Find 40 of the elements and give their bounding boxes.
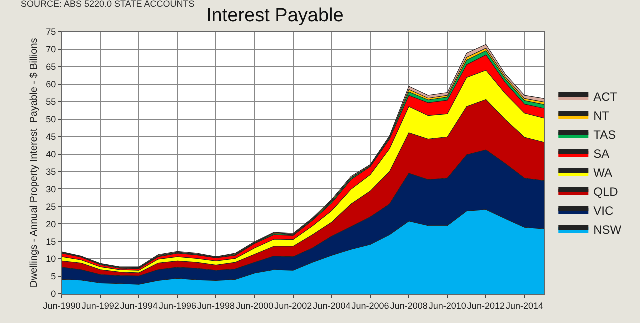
y-tick-label: 55 [46,97,56,108]
y-tick-label: 15 [46,236,56,247]
y-tick-label: 75 [46,27,56,38]
x-tick-label: Jun-1994 [120,300,158,311]
x-tick-label: Jun-2002 [274,300,312,311]
y-tick-label: 65 [46,62,56,72]
y-tick-label: 5 [51,272,56,282]
x-tick-label: Jun-2010 [428,300,466,311]
x-tick-label: Jun-2006 [352,300,390,311]
legend-label: WA [594,166,613,180]
y-tick-label: 70 [46,44,56,55]
legend-label: ACT [594,90,618,104]
y-tick-label: 0 [51,289,56,300]
y-tick-label: 40 [46,149,56,160]
y-tick-label: 45 [46,132,56,142]
x-tick-label: Jun-2012 [467,300,505,311]
x-tick-label: Jun-1992 [82,300,120,311]
y-tick-label: 10 [46,254,56,264]
x-tick-label: Jun-2008 [390,300,428,311]
y-tick-label: 50 [46,114,56,124]
legend-label: VIC [594,204,614,218]
x-tick-label: Jun-2014 [506,300,544,311]
x-tick-label: Jun-1996 [158,300,196,311]
y-tick-label: 30 [46,184,56,194]
x-tick-label: Jun-1998 [197,300,236,311]
legend-label: SA [594,147,610,162]
y-tick-label: 20 [46,219,56,230]
y-tick-label: 60 [46,80,56,90]
x-tick-label: Jun-2000 [236,300,274,311]
source-note: SOURCE: ABS 5220.0 STATE ACCOUNTS [21,0,195,9]
legend-label: QLD [594,185,619,200]
x-tick-label: Jun-2004 [313,300,351,311]
y-tick-label: 35 [46,166,56,177]
y-axis-title: Dwellings - Annual Property Interest Payable - $ Billions [29,38,40,288]
x-tick-label: Jun-1990 [43,300,81,311]
chart-title: Interest Payable [206,5,344,26]
legend-label: TAS [594,128,616,142]
legend-label: NT [594,109,610,124]
legend-label: NSW [594,223,622,238]
y-tick-label: 25 [46,202,56,212]
